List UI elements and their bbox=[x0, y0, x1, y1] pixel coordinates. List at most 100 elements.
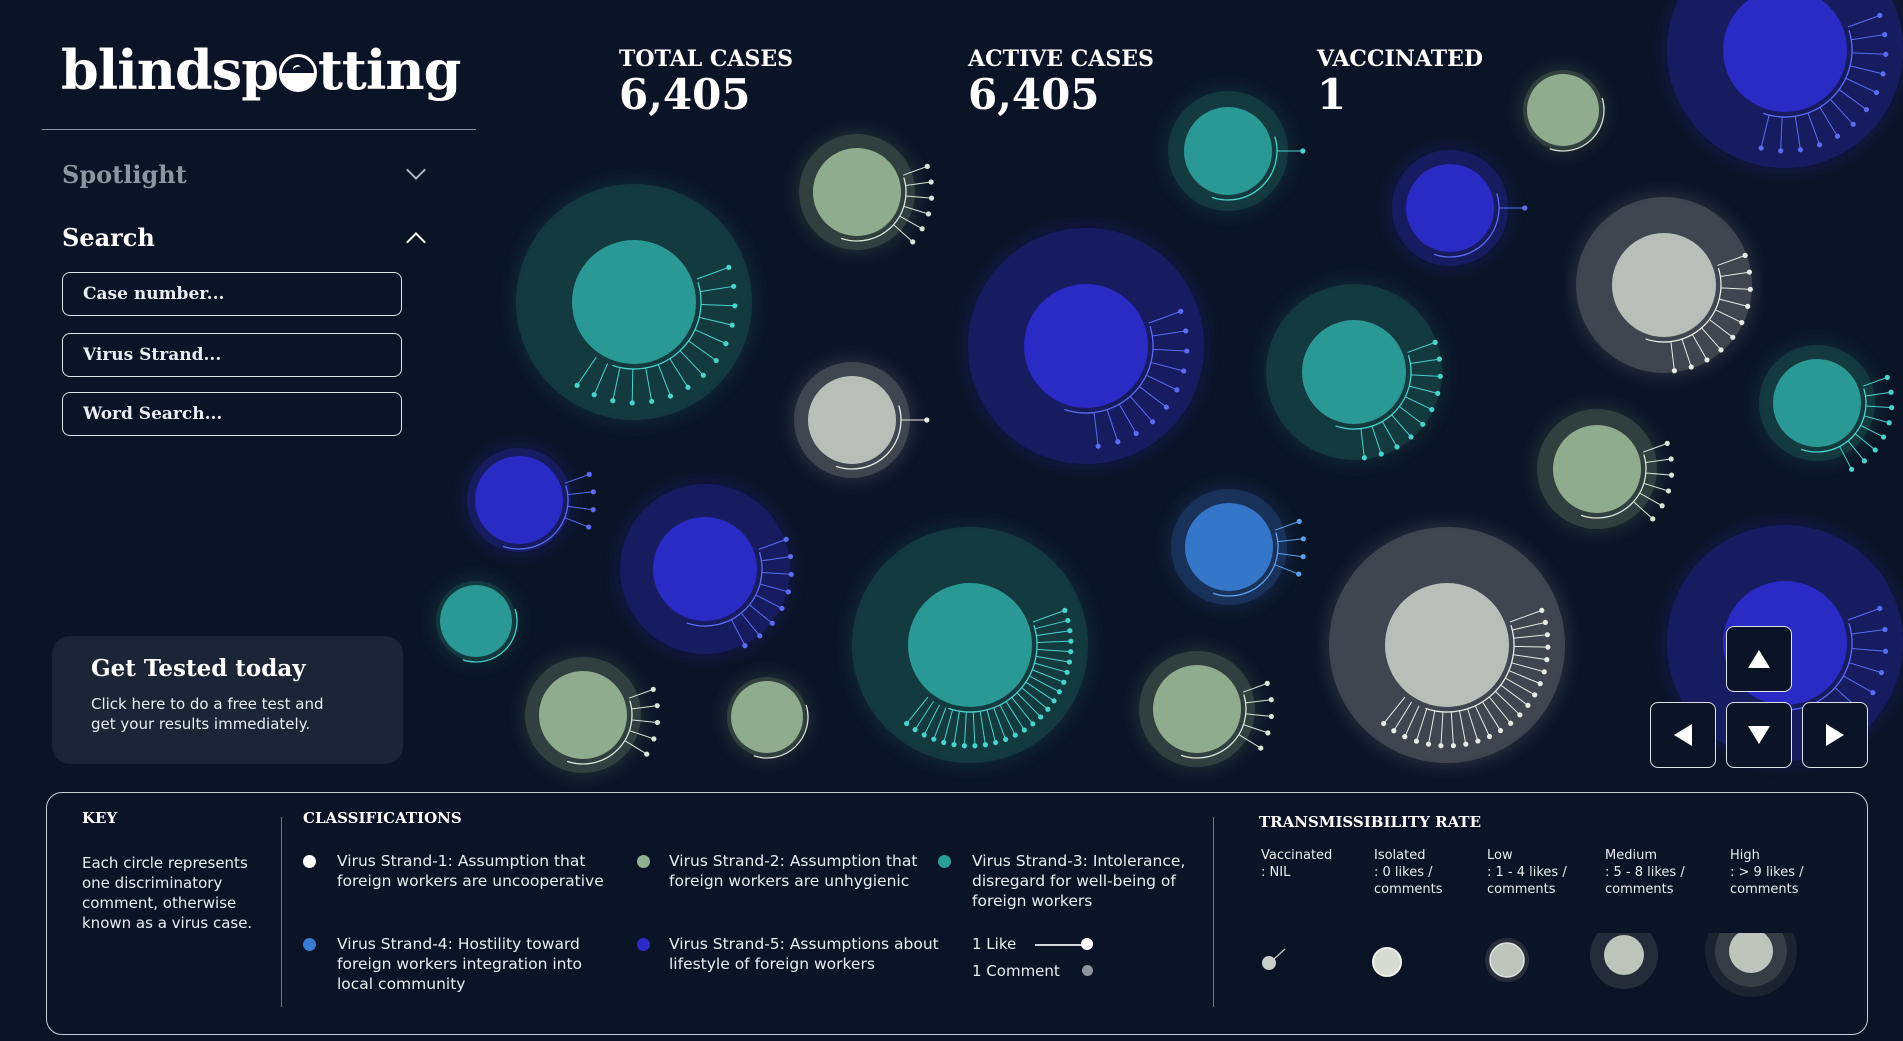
word-search-input[interactable] bbox=[62, 392, 402, 436]
low-icon bbox=[1485, 938, 1529, 982]
virus-tentacle-dot bbox=[1174, 387, 1180, 393]
virus-case-circle[interactable] bbox=[1386, 144, 1528, 272]
virus-arc bbox=[686, 551, 763, 627]
virus-tentacle bbox=[1277, 538, 1304, 543]
virus-case-circle[interactable] bbox=[846, 521, 1094, 769]
virus-case-circle[interactable] bbox=[1570, 191, 1758, 379]
virus-tentacle-dot bbox=[731, 283, 737, 289]
virus-tentacle-dot bbox=[1402, 734, 1408, 740]
virus-tentacle-dot bbox=[1061, 679, 1067, 685]
virus-tentacle-dot bbox=[993, 739, 999, 746]
pan-down-button[interactable] bbox=[1726, 702, 1792, 768]
virus-tentacle-dot bbox=[654, 719, 661, 726]
virus-case-circle[interactable] bbox=[721, 671, 813, 763]
virus-tentacle-dot bbox=[1432, 339, 1438, 345]
search-accordion[interactable]: Search bbox=[62, 223, 155, 252]
virus-case-circle[interactable] bbox=[793, 128, 935, 256]
virus-tentacle-dot bbox=[1021, 727, 1027, 733]
virus-tentacle bbox=[1639, 492, 1663, 507]
virus-core bbox=[908, 583, 1032, 707]
virus-case-circle[interactable] bbox=[519, 651, 661, 779]
virus-tentacle-dot bbox=[910, 239, 916, 245]
virus-tentacle-dot bbox=[928, 195, 935, 201]
virus-tentacle-dot bbox=[1861, 458, 1868, 464]
virus-case-circle[interactable] bbox=[1531, 403, 1675, 535]
virus-case-circle[interactable] bbox=[1753, 339, 1895, 472]
virus-tentacle-dot bbox=[1882, 31, 1888, 38]
pan-left-button[interactable] bbox=[1650, 702, 1716, 768]
virus-tentacle bbox=[1399, 406, 1424, 425]
virus-case-circle[interactable] bbox=[788, 356, 930, 484]
strand3-dot bbox=[938, 855, 951, 868]
virus-tentacle-dot bbox=[1745, 303, 1751, 309]
virus-case-circle[interactable] bbox=[1133, 645, 1275, 773]
pan-right-button[interactable] bbox=[1802, 702, 1868, 768]
virus-tentacle-dot bbox=[1437, 373, 1443, 379]
virus-arc bbox=[835, 405, 902, 470]
virus-tentacle-dot bbox=[1067, 628, 1073, 634]
spotlight-accordion[interactable]: Spotlight bbox=[62, 160, 187, 189]
virus-case-circle[interactable] bbox=[962, 222, 1210, 470]
virus-tentacle-dot bbox=[1668, 456, 1674, 462]
virus-tentacle bbox=[899, 215, 923, 230]
virus-tentacle-dot bbox=[1361, 455, 1368, 461]
virus-tentacle-dot bbox=[1450, 743, 1457, 749]
virus-tentacle-dot bbox=[650, 686, 656, 692]
high-icon bbox=[1705, 933, 1797, 997]
virus-arc bbox=[1580, 454, 1647, 519]
virus-case-circle[interactable] bbox=[614, 478, 796, 660]
vaccinated-stat: VACCINATED 1 bbox=[1317, 46, 1483, 119]
virus-core bbox=[475, 456, 563, 544]
get-tested-card[interactable]: Get Tested today Click here to do a free… bbox=[52, 636, 403, 764]
virus-case-circle[interactable] bbox=[510, 178, 758, 426]
up-arrow-icon bbox=[1748, 650, 1770, 668]
virus-core bbox=[813, 148, 901, 236]
virus-tentacle bbox=[1093, 412, 1099, 447]
virus-arc bbox=[840, 177, 907, 242]
virus-tentacle-dot bbox=[1877, 605, 1883, 612]
virus-tentacle-dot bbox=[1834, 133, 1841, 139]
virus-tentacle-dot bbox=[713, 357, 719, 364]
blindspotting-logo[interactable]: blindsp tting bbox=[61, 38, 461, 102]
strand1-dot bbox=[303, 855, 316, 868]
virus-tentacle-dot bbox=[729, 322, 735, 328]
virus-tentacle bbox=[1146, 374, 1178, 391]
virus-tentacle-dot bbox=[1066, 659, 1073, 665]
virus-tentacle-dot bbox=[644, 751, 650, 757]
virus-tentacle bbox=[1034, 662, 1068, 673]
virus-strand-input[interactable] bbox=[62, 333, 402, 377]
virus-tentacle bbox=[1511, 662, 1545, 673]
virus-case-circle[interactable] bbox=[1323, 521, 1571, 769]
virus-tentacle bbox=[755, 594, 783, 609]
virus-arc bbox=[1335, 354, 1412, 430]
virus-case-circle[interactable] bbox=[1162, 85, 1306, 217]
virus-tentacle bbox=[933, 707, 947, 740]
virus-tentacle bbox=[1794, 116, 1801, 150]
case-number-input[interactable] bbox=[62, 272, 402, 316]
pan-up-button[interactable] bbox=[1726, 626, 1792, 692]
virus-case-circle[interactable] bbox=[461, 442, 596, 558]
virus-tentacle bbox=[1011, 697, 1034, 725]
virus-case-circle[interactable] bbox=[430, 575, 522, 667]
virus-tentacle bbox=[1720, 287, 1751, 290]
virus-arc bbox=[1212, 532, 1279, 597]
virus-tentacle bbox=[1645, 472, 1672, 476]
rate-high-detail: : > 9 likes / comments bbox=[1730, 865, 1804, 897]
virus-tentacle-dot bbox=[1435, 390, 1441, 396]
right-arrow-icon bbox=[1826, 724, 1844, 746]
virus-case-circle[interactable] bbox=[1260, 278, 1448, 466]
virus-tentacle bbox=[986, 709, 997, 743]
virus-tentacle-dot bbox=[1517, 712, 1523, 718]
virus-core bbox=[572, 240, 696, 364]
virus-tentacle bbox=[1148, 310, 1181, 324]
virus-tentacle-dot bbox=[982, 742, 988, 748]
active-cases-label: ACTIVE CASES bbox=[968, 46, 1154, 72]
sidebar-divider bbox=[42, 129, 476, 130]
virus-case-circle[interactable] bbox=[1661, 0, 1903, 174]
virus-tentacle-dot bbox=[1149, 419, 1156, 425]
virus-case-circle[interactable] bbox=[1165, 483, 1306, 611]
virus-tentacle bbox=[1851, 629, 1886, 635]
virus-tentacle bbox=[1838, 89, 1867, 110]
virus-tentacle bbox=[1404, 705, 1420, 737]
virus-case-circle[interactable] bbox=[1517, 64, 1609, 156]
